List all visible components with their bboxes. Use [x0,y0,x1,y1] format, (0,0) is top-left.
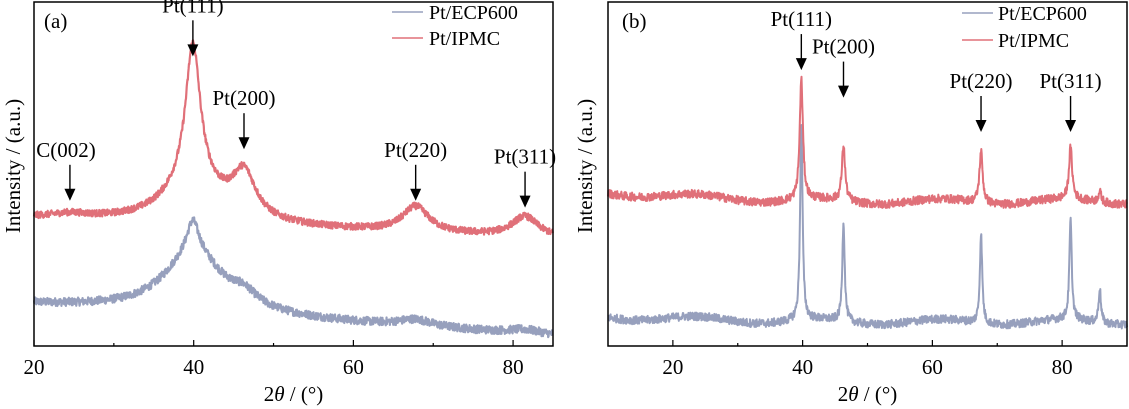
peak-annotation: Pt(200) [212,86,276,150]
arrow-down-icon [238,137,250,150]
peak-label: Pt(220) [950,69,1013,93]
x-tick-label: 60 [922,355,943,379]
peak-label: Pt(311) [494,145,556,169]
panel-a: 20 40 60 80 2θ / (°) Intensity / (a.u.) (a) Pt/… [1,0,556,406]
arrow-down-icon [187,44,199,57]
peak-label: Pt(200) [212,86,275,110]
y-axis-label: Intensity / (a.u.) [1,99,25,233]
x-axis-label: 2θ / (°) [264,382,324,406]
x-axis-label: 2θ / (°) [838,382,898,406]
peak-label: Pt(200) [812,35,875,59]
arrow-down-icon [795,58,807,71]
panel-b: 20 40 60 80 2θ / (°) Intensity / (a.u.) (b) Pt/… [573,1,1128,406]
panel-label: (b) [622,9,647,33]
peak-label: Pt(111) [771,7,832,31]
arrow-down-icon [64,188,76,201]
legend: Pt/ECP600 Pt/IPMC [962,3,1087,52]
peak-annotation: Pt(311) [1039,69,1102,132]
panel-label: (a) [44,9,67,33]
peak-label: Pt(111) [162,0,223,17]
series-line-pt-ipmc [607,75,1128,209]
legend-entry: Pt/ECP600 [429,2,518,24]
arrow-down-icon [410,188,422,201]
legend-entry: Pt/ECP600 [998,3,1087,25]
legend-entry: Pt/IPMC [429,28,500,50]
series-line-pt-ipmc [32,39,555,236]
legend: Pt/ECP600 Pt/IPMC [392,2,518,50]
series-line-pt-ecp600 [32,216,554,339]
arrow-down-icon [1065,120,1077,132]
peak-annotation: C(002) [36,138,96,201]
x-tick-label: 20 [662,355,683,379]
x-tick-label: 80 [1052,355,1073,379]
x-tick-label: 40 [792,355,813,379]
arrow-down-icon [975,120,987,132]
peak-annotation: Pt(220) [384,138,447,201]
x-tick-label: 40 [183,355,204,379]
peak-label: C(002) [36,138,96,162]
legend-entry: Pt/IPMC [998,30,1069,52]
peak-annotation: Pt(220) [950,69,1013,132]
peak-label: Pt(311) [1039,69,1101,93]
peak-annotation: Pt(311) [494,145,556,208]
y-axis-label: Intensity / (a.u.) [573,99,597,233]
series-line-pt-ecp600 [607,124,1128,330]
arrow-down-icon [837,85,849,98]
peak-annotation: Pt(111) [771,7,832,71]
peak-annotation: Pt(200) [812,35,875,98]
x-tick-label: 60 [343,355,364,379]
x-tick-label: 20 [24,355,45,379]
peak-label: Pt(220) [384,138,447,162]
peak-annotation: Pt(111) [162,0,224,57]
x-tick-label: 80 [503,355,524,379]
plot-frame [33,1,554,347]
arrow-down-icon [519,195,531,208]
